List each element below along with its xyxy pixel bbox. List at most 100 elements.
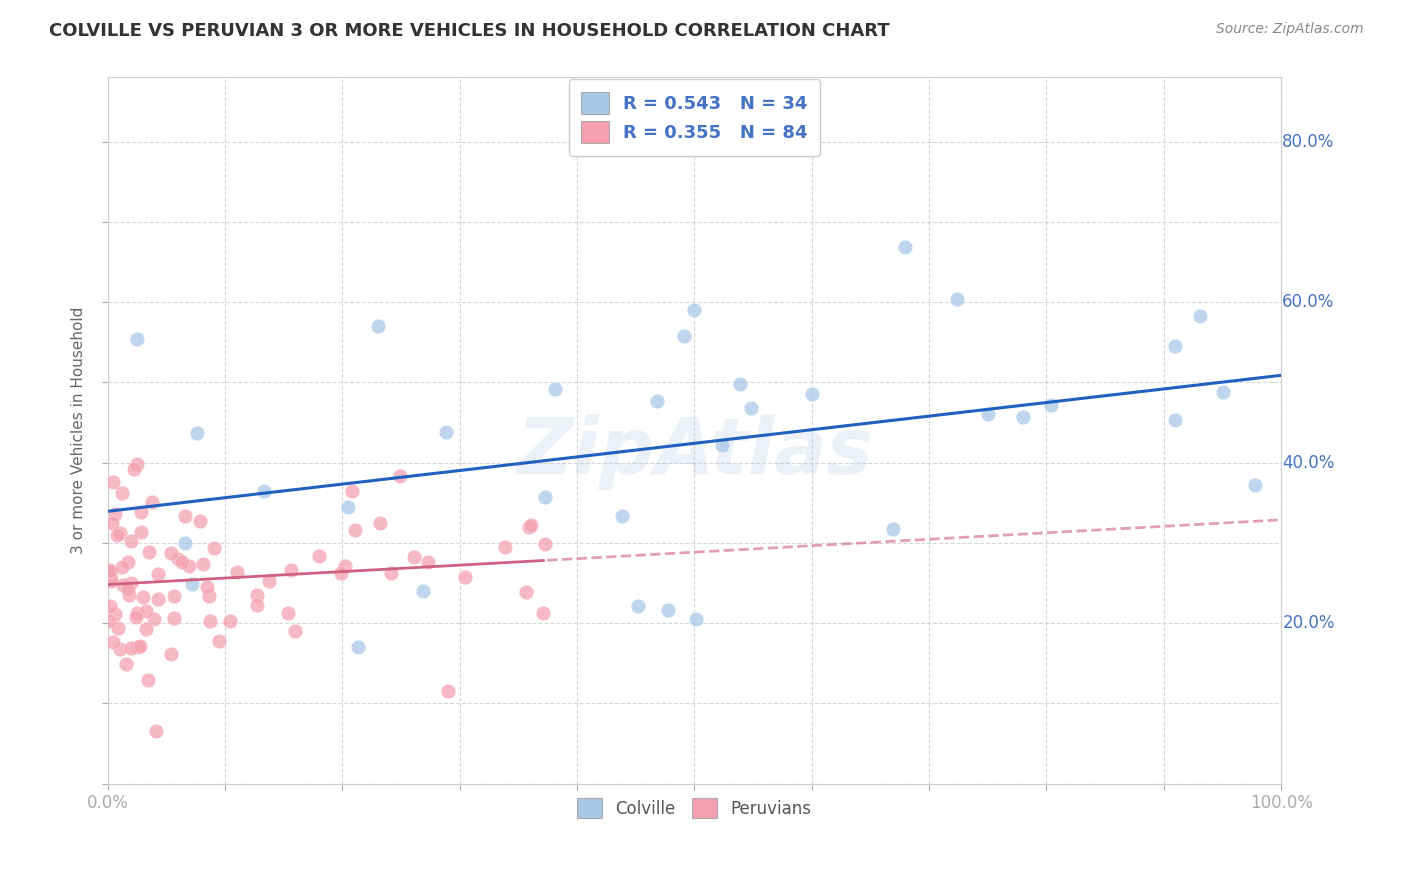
- Point: [98, 564, 121, 578]
- Point: [117, 588, 139, 602]
- Text: Source: ZipAtlas.com: Source: ZipAtlas.com: [1216, 22, 1364, 37]
- Point: [173, 509, 195, 524]
- Point: [685, 612, 707, 626]
- Point: [172, 555, 194, 569]
- Point: [412, 584, 434, 599]
- Point: [612, 508, 634, 523]
- Text: 80.0%: 80.0%: [1282, 133, 1334, 151]
- Point: [191, 558, 214, 572]
- Y-axis label: 3 or more Vehicles in Household: 3 or more Vehicles in Household: [72, 307, 86, 554]
- Point: [1163, 338, 1185, 352]
- Point: [517, 520, 540, 534]
- Point: [128, 639, 150, 653]
- Point: [434, 425, 457, 439]
- Point: [146, 566, 169, 581]
- Point: [1212, 385, 1234, 400]
- Point: [127, 640, 149, 655]
- Point: [340, 484, 363, 499]
- Point: [135, 604, 157, 618]
- Point: [1039, 398, 1062, 412]
- Point: [98, 615, 121, 629]
- Point: [174, 536, 197, 550]
- Point: [226, 565, 249, 579]
- Point: [740, 401, 762, 415]
- Point: [117, 555, 139, 569]
- Point: [160, 547, 183, 561]
- Point: [132, 590, 155, 604]
- Point: [105, 527, 128, 541]
- Point: [188, 514, 211, 528]
- Point: [367, 319, 389, 334]
- Point: [515, 585, 537, 599]
- Point: [104, 607, 127, 621]
- Point: [125, 332, 148, 346]
- Point: [122, 461, 145, 475]
- Point: [138, 544, 160, 558]
- Point: [120, 533, 142, 548]
- Point: [494, 540, 516, 554]
- Point: [101, 634, 124, 648]
- Point: [98, 599, 121, 614]
- Point: [208, 633, 231, 648]
- Point: [657, 603, 679, 617]
- Point: [163, 611, 186, 625]
- Point: [330, 566, 353, 580]
- Point: [436, 684, 458, 698]
- Point: [683, 303, 706, 318]
- Point: [1012, 410, 1035, 425]
- Point: [337, 500, 360, 514]
- Point: [533, 537, 555, 551]
- Point: [107, 621, 129, 635]
- Point: [333, 559, 356, 574]
- Point: [111, 486, 134, 500]
- Point: [801, 387, 824, 401]
- Point: [108, 642, 131, 657]
- Point: [1244, 478, 1267, 492]
- Text: ZipAtlas: ZipAtlas: [516, 414, 873, 490]
- Text: COLVILLE VS PERUVIAN 3 OR MORE VEHICLES IN HOUSEHOLD CORRELATION CHART: COLVILLE VS PERUVIAN 3 OR MORE VEHICLES …: [49, 22, 890, 40]
- Point: [129, 524, 152, 539]
- Point: [100, 570, 122, 584]
- Point: [284, 624, 307, 638]
- Point: [454, 570, 477, 584]
- Point: [125, 607, 148, 621]
- Text: 20.0%: 20.0%: [1282, 615, 1334, 632]
- Point: [179, 558, 201, 573]
- Point: [533, 606, 555, 620]
- Point: [710, 438, 733, 452]
- Point: [115, 657, 138, 672]
- Point: [1164, 413, 1187, 427]
- Point: [110, 525, 132, 540]
- Legend: Colville, Peruvians: Colville, Peruvians: [571, 791, 818, 825]
- Point: [142, 612, 165, 626]
- Point: [120, 576, 142, 591]
- Point: [544, 382, 567, 396]
- Point: [404, 550, 426, 565]
- Point: [253, 484, 276, 499]
- Point: [181, 577, 204, 591]
- Point: [186, 426, 208, 441]
- Point: [195, 580, 218, 594]
- Point: [125, 457, 148, 471]
- Point: [117, 582, 139, 596]
- Point: [280, 563, 302, 577]
- Point: [416, 556, 439, 570]
- Point: [136, 673, 159, 687]
- Point: [104, 508, 127, 522]
- Point: [159, 647, 181, 661]
- Point: [246, 588, 269, 602]
- Point: [380, 566, 402, 580]
- Point: [389, 469, 412, 483]
- Point: [200, 614, 222, 628]
- Point: [131, 505, 153, 519]
- Point: [728, 376, 751, 391]
- Point: [627, 599, 650, 614]
- Text: 40.0%: 40.0%: [1282, 454, 1334, 472]
- Point: [218, 614, 240, 628]
- Point: [533, 490, 555, 504]
- Point: [645, 394, 668, 409]
- Point: [202, 541, 225, 555]
- Point: [347, 640, 370, 654]
- Point: [167, 552, 190, 566]
- Point: [98, 563, 121, 577]
